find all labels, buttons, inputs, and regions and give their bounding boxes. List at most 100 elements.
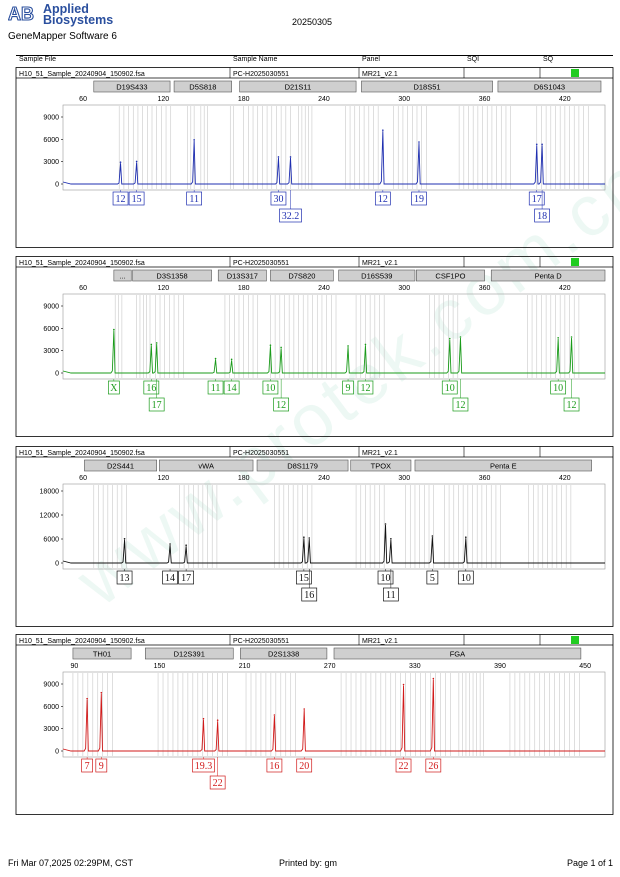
x-tick-label: 420 bbox=[559, 475, 571, 482]
brand-line-2: Biosystems bbox=[43, 13, 114, 27]
allele-call-9: 9 bbox=[342, 345, 354, 395]
x-tick-label: 300 bbox=[398, 96, 410, 103]
allele-call-7: 7 bbox=[81, 697, 93, 773]
allele-label: 10 bbox=[461, 573, 471, 584]
marker-label: D2S441 bbox=[107, 462, 134, 471]
marker-label: TH01 bbox=[93, 650, 111, 659]
plot-area bbox=[62, 483, 606, 570]
allele-box bbox=[534, 208, 550, 223]
allele-box bbox=[143, 380, 160, 395]
svg-text:AB: AB bbox=[8, 5, 34, 23]
allele-label: 10 bbox=[265, 383, 275, 394]
x-tick-label: 240 bbox=[318, 475, 330, 482]
allele-label: 17 bbox=[181, 573, 191, 584]
marker-label: D12S391 bbox=[174, 650, 205, 659]
y-tick-label: 12000 bbox=[40, 513, 60, 520]
allele-box bbox=[342, 380, 354, 395]
marker-th01: TH01 bbox=[72, 647, 132, 660]
x-tick-label: 60 bbox=[79, 285, 87, 292]
allele-call-16: 16 bbox=[301, 537, 318, 602]
allele-box bbox=[270, 191, 287, 206]
allele-label: 11 bbox=[189, 194, 199, 205]
allele-call-14: 14 bbox=[223, 358, 240, 395]
marker-d19s433: D19S433 bbox=[93, 80, 171, 93]
peak-point bbox=[119, 161, 122, 163]
marker-bar bbox=[497, 80, 602, 93]
allele-label: 16 bbox=[146, 383, 156, 394]
allele-box bbox=[207, 380, 224, 395]
peak-point bbox=[230, 358, 233, 361]
allele-label: 5 bbox=[430, 573, 435, 584]
allele-box bbox=[528, 191, 545, 206]
peak-point bbox=[347, 345, 349, 347]
marker-label: Penta E bbox=[490, 462, 517, 471]
allele-box bbox=[395, 758, 412, 773]
sq-flag-icon bbox=[571, 69, 579, 77]
allele-box bbox=[425, 758, 442, 773]
allele-box bbox=[377, 570, 394, 585]
allele-call-17: 17 bbox=[148, 342, 165, 412]
marker-label: D8S1179 bbox=[287, 462, 318, 471]
allele-box bbox=[273, 397, 289, 412]
allele-call-14: 14 bbox=[162, 543, 178, 585]
signal-trace bbox=[62, 679, 605, 752]
marker-d7s820: D7S820 bbox=[270, 269, 334, 282]
marker-bar bbox=[333, 647, 582, 660]
allele-box bbox=[301, 587, 318, 602]
peak-point bbox=[535, 143, 538, 146]
marker-d21s11: D21S11 bbox=[239, 80, 357, 93]
col-sq: SQ bbox=[543, 56, 554, 63]
marker-d18s51: D18S51 bbox=[361, 80, 493, 93]
peak-point bbox=[418, 141, 420, 143]
y-tick-label: 6000 bbox=[43, 326, 59, 333]
allele-call-17: 17 bbox=[178, 544, 194, 585]
allele-call-30: 30 bbox=[270, 156, 287, 206]
peak-point bbox=[273, 714, 276, 716]
allele-label: X bbox=[110, 383, 118, 394]
marker-label: D16S539 bbox=[361, 272, 392, 281]
marker-tpox: TPOX bbox=[350, 459, 412, 472]
allele-box bbox=[81, 758, 93, 773]
allele-call-10: 10 bbox=[441, 337, 458, 395]
allele-call-17: 17 bbox=[528, 143, 545, 206]
allele-label: 20 bbox=[299, 761, 309, 772]
marker-d2s441: D2S441 bbox=[84, 459, 157, 472]
panel-name: MR21_v2.1 bbox=[362, 71, 398, 78]
marker-bar bbox=[113, 269, 132, 282]
peak-point bbox=[150, 343, 153, 346]
allele-box bbox=[186, 191, 203, 206]
y-tick-label: 18000 bbox=[40, 489, 60, 496]
y-tick-label: 6000 bbox=[43, 537, 59, 544]
allele-call-10: 10 bbox=[262, 344, 279, 395]
footer-date: Fri Mar 07,2025 02:29PM, CST bbox=[8, 858, 134, 868]
allele-call-13: 13 bbox=[116, 538, 133, 585]
allele-call-15: 15 bbox=[296, 536, 312, 585]
allele-box bbox=[441, 380, 458, 395]
col-sample-file: Sample File bbox=[19, 56, 56, 63]
peak-point bbox=[465, 536, 467, 538]
allele-label: 12 bbox=[378, 194, 388, 205]
marker-bar bbox=[93, 80, 171, 93]
allele-box bbox=[178, 570, 194, 585]
panel-name: MR21_v2.1 bbox=[362, 260, 398, 267]
peak-point bbox=[382, 129, 384, 131]
panel-frame bbox=[15, 256, 614, 437]
marker-bar bbox=[414, 459, 592, 472]
peak-point bbox=[269, 344, 272, 346]
marker-d8s1179: D8S1179 bbox=[256, 459, 349, 472]
x-tick-label: 120 bbox=[158, 96, 170, 103]
allele-call-22: 22 bbox=[395, 683, 412, 773]
allele-label: 13 bbox=[120, 573, 130, 584]
x-tick-label: 300 bbox=[398, 475, 410, 482]
marker-d6s1043: D6S1043 bbox=[497, 80, 602, 93]
peak-point bbox=[303, 708, 306, 710]
y-tick-label: 9000 bbox=[43, 682, 59, 689]
allele-call-19.3: 19.3 bbox=[192, 717, 215, 773]
marker-d12s391: D12S391 bbox=[144, 647, 234, 660]
marker-label: D2S1338 bbox=[268, 650, 299, 659]
allele-call-32.2: 32.2 bbox=[279, 156, 302, 223]
allele-call-10: 10 bbox=[377, 523, 394, 585]
y-tick-label: 3000 bbox=[43, 159, 59, 166]
col-sample-name: Sample Name bbox=[233, 56, 278, 63]
allele-box bbox=[209, 775, 226, 790]
